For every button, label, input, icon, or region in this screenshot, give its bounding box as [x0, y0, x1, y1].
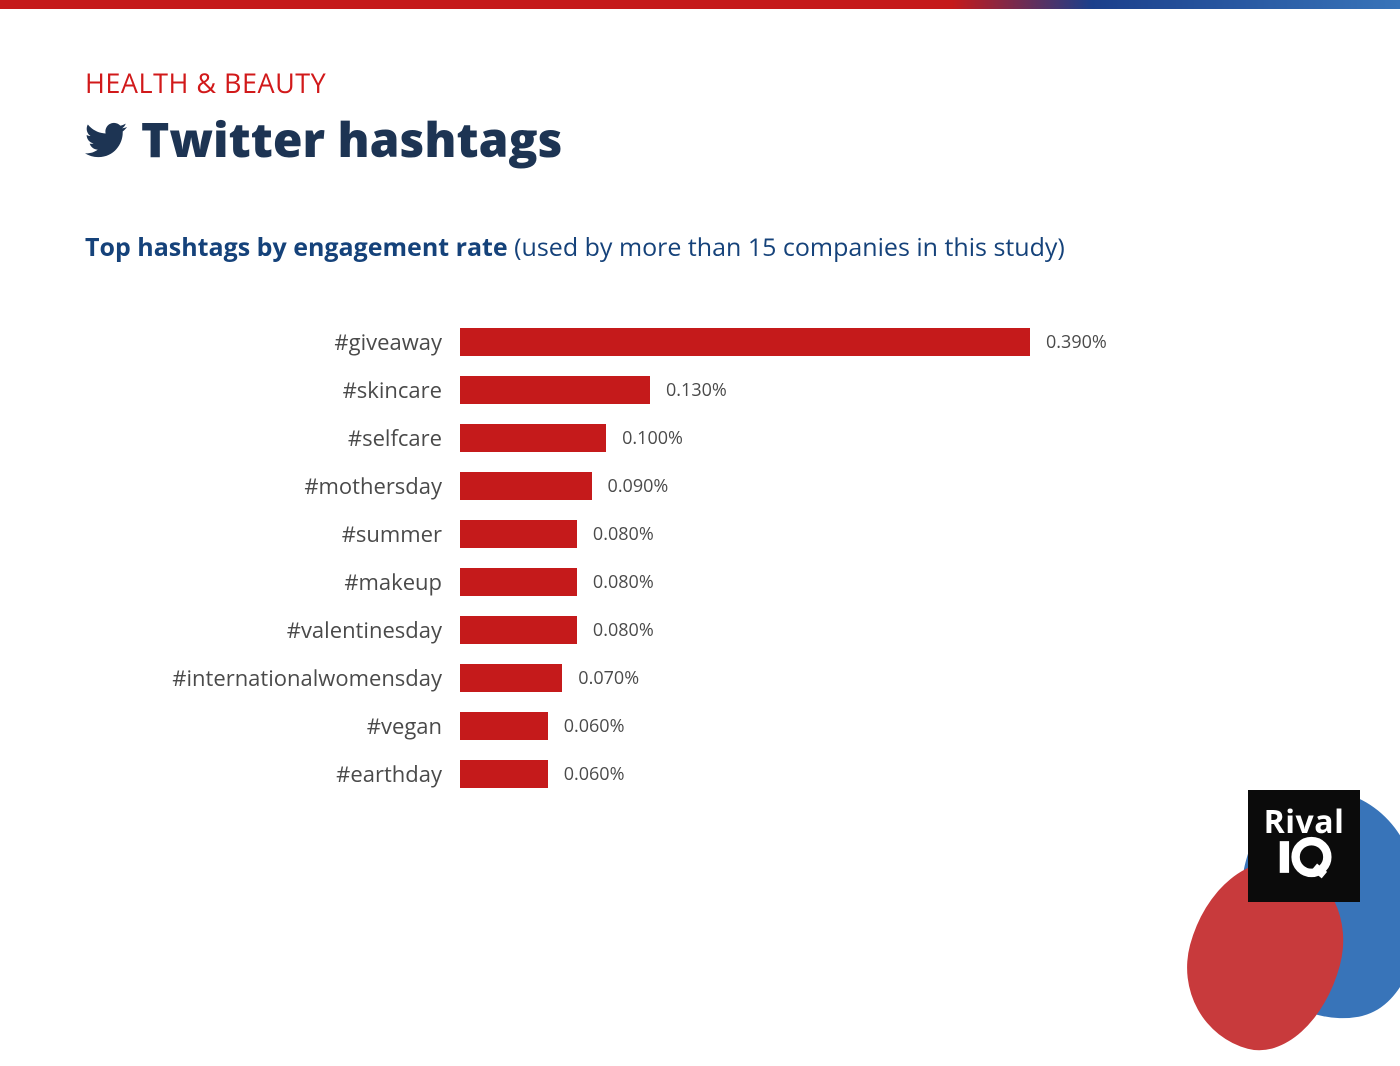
brand-logo: Rival [1248, 790, 1360, 902]
bar [460, 520, 577, 548]
bar [460, 376, 650, 404]
bar-label: #valentinesday [85, 615, 460, 645]
bar-track: 0.090% [460, 472, 668, 500]
bar-row: #earthday 0.060% [85, 750, 1315, 798]
top-gradient-border [0, 0, 1400, 9]
bar-label: #selfcare [85, 423, 460, 453]
bar-track: 0.070% [460, 664, 639, 692]
subtitle-bold: Top hashtags by engagement rate [85, 230, 508, 264]
bar [460, 424, 606, 452]
bar-label: #giveaway [85, 327, 460, 357]
brand-logo-line2 [1276, 834, 1332, 886]
bar [460, 616, 577, 644]
bar-label: #earthday [85, 759, 460, 789]
bar-track: 0.080% [460, 520, 654, 548]
bar [460, 664, 562, 692]
bar-value: 0.060% [564, 714, 625, 738]
subtitle: Top hashtags by engagement rate (used by… [85, 230, 1315, 264]
bar-track: 0.100% [460, 424, 683, 452]
category-label: HEALTH & BEAUTY [85, 64, 1315, 101]
bar-row: #makeup 0.080% [85, 558, 1315, 606]
bar-label: #vegan [85, 711, 460, 741]
bar-row: #mothersday 0.090% [85, 462, 1315, 510]
bar-row: #vegan 0.060% [85, 702, 1315, 750]
bar-row: #internationalwomensday 0.070% [85, 654, 1315, 702]
bar-value: 0.130% [666, 378, 727, 402]
bar-value: 0.060% [564, 762, 625, 786]
bar-label: #summer [85, 519, 460, 549]
bar-row: #skincare 0.130% [85, 366, 1315, 414]
bar-track: 0.080% [460, 568, 654, 596]
bar-track: 0.060% [460, 712, 624, 740]
bar-value: 0.080% [593, 618, 654, 642]
bar-label: #makeup [85, 567, 460, 597]
bar [460, 472, 592, 500]
content-area: HEALTH & BEAUTY Twitter hashtags Top has… [0, 9, 1400, 798]
bar-track: 0.080% [460, 616, 654, 644]
bar-value: 0.390% [1046, 330, 1107, 354]
bar-track: 0.130% [460, 376, 727, 404]
bar-value: 0.080% [593, 522, 654, 546]
bar-label: #internationalwomensday [85, 663, 460, 693]
bar-track: 0.390% [460, 328, 1107, 356]
bar-label: #mothersday [85, 471, 460, 501]
bar [460, 712, 548, 740]
bar-value: 0.080% [593, 570, 654, 594]
page-title: Twitter hashtags [141, 107, 562, 172]
bar-row: #giveaway 0.390% [85, 318, 1315, 366]
bar [460, 568, 577, 596]
bar [460, 760, 548, 788]
hashtag-bar-chart: #giveaway 0.390% #skincare 0.130% #selfcare 0… [85, 318, 1315, 798]
bar-row: #summer 0.080% [85, 510, 1315, 558]
title-row: Twitter hashtags [85, 107, 1315, 172]
bar-label: #skincare [85, 375, 460, 405]
bar-value: 0.070% [578, 666, 639, 690]
bar-row: #valentinesday 0.080% [85, 606, 1315, 654]
bar-track: 0.060% [460, 760, 624, 788]
twitter-icon [85, 119, 127, 161]
bar-value: 0.100% [622, 426, 683, 450]
bar [460, 328, 1030, 356]
bar-value: 0.090% [608, 474, 669, 498]
bar-row: #selfcare 0.100% [85, 414, 1315, 462]
subtitle-light: (used by more than 15 companies in this … [508, 230, 1065, 264]
